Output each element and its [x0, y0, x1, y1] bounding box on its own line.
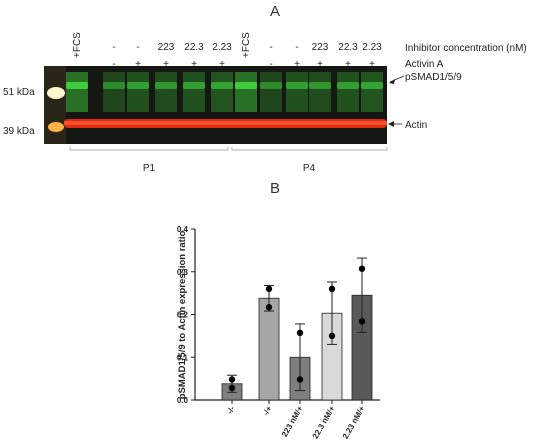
bar	[258, 297, 280, 401]
psmad-arrowhead	[389, 79, 395, 84]
lane-inhibitor-label: +FCS	[241, 32, 252, 58]
lane-activin-label: +	[163, 59, 169, 70]
x-tick-label: 22.3 nM/+	[311, 404, 337, 440]
data-point	[228, 384, 236, 392]
band-psmad-label: pSMAD1/5/9	[405, 72, 462, 83]
actin-arrowhead	[388, 121, 394, 127]
lane-activin-label: +	[294, 59, 300, 70]
p1-bracket	[69, 147, 229, 151]
green-lane-smear	[337, 72, 359, 112]
psmad-band	[103, 82, 125, 89]
lane-activin-label: -	[112, 59, 115, 70]
inhibitor-concentration-label: Inhibitor concentration (nM)	[405, 43, 527, 54]
y-tick-label: 0.4	[177, 225, 189, 234]
group-p4-label: P4	[303, 163, 316, 174]
lane-inhibitor-label: 22.3	[338, 42, 358, 53]
bar-chart: pSMAD1/5/9 to Actin expression ratio 0.0…	[177, 225, 380, 440]
green-lane-smear	[211, 72, 233, 112]
green-lane-smear	[260, 72, 282, 112]
psmad-band	[127, 82, 149, 89]
lane-labels: +FCS - - 223 22.3 2.23 +FCS - - 223 22.3 2.23 - + + + + -…	[72, 32, 382, 70]
group-p1-label: P1	[143, 163, 156, 174]
green-lane-smear	[66, 72, 88, 112]
lane-activin-label: +	[317, 59, 323, 70]
actin-band-highlight	[64, 121, 387, 125]
y-tick-label: 0.3	[177, 268, 189, 277]
western-blot-image	[44, 66, 387, 144]
psmad-band	[361, 82, 383, 89]
y-tick-label: 0.1	[177, 353, 189, 362]
band-actin-label: Actin	[405, 120, 427, 131]
data-point	[296, 376, 304, 383]
x-tick-label: -/+	[261, 404, 274, 417]
x-tick-label: -/-	[225, 404, 237, 415]
x-tick-label: 223 nM/+	[280, 404, 305, 438]
panel-b-letter: B	[270, 180, 280, 197]
data-point	[228, 376, 236, 383]
data-point	[328, 285, 336, 293]
lane-activin-label: +	[219, 59, 225, 70]
lane-inhibitor-label: 2.23	[362, 42, 382, 53]
lane-inhibitor-label: +FCS	[72, 32, 83, 58]
lane-activin-label: +	[191, 59, 197, 70]
data-point	[328, 332, 336, 340]
y-tick-label: 0.2	[177, 311, 189, 320]
y-tick-label: 0.0	[177, 396, 189, 405]
panel-a-letter: A	[270, 3, 280, 20]
green-lane-smear	[361, 72, 383, 112]
lane-inhibitor-label: 223	[158, 42, 175, 53]
green-lane-smear	[183, 72, 205, 112]
psmad-band	[260, 82, 282, 89]
kda-39-label: 39 kDa	[3, 126, 35, 137]
lane-activin-label: +	[345, 59, 351, 70]
p4-bracket	[231, 147, 388, 151]
lane-activin-label: +	[135, 59, 141, 70]
data-point	[265, 304, 273, 311]
lane-inhibitor-label: -	[295, 42, 298, 53]
data-point	[358, 265, 366, 272]
green-lane-smear	[127, 72, 149, 112]
activin-a-label: Activin A	[405, 59, 444, 70]
psmad-band	[337, 82, 359, 89]
green-lane-smear	[286, 72, 308, 112]
psmad-band	[211, 82, 233, 89]
lane-inhibitor-label: 223	[312, 42, 329, 53]
kda-51-label: 51 kDa	[3, 87, 35, 98]
psmad-band	[183, 82, 205, 89]
lane-activin-label: -	[269, 59, 272, 70]
data-point	[358, 318, 366, 325]
lane-inhibitor-label: 22.3	[184, 42, 204, 53]
y-axis-label: pSMAD1/5/9 to Actin expression ratio	[177, 231, 188, 400]
lane-inhibitor-label: -	[112, 42, 115, 53]
psmad-band	[66, 82, 88, 89]
lane-inhibitor-label: -	[269, 42, 272, 53]
x-tick-label: 2.23 nM/+	[341, 404, 367, 440]
psmad-band	[309, 82, 331, 89]
psmad-band	[235, 82, 257, 89]
lane-activin-label: +	[369, 59, 375, 70]
data-point	[296, 329, 304, 337]
green-lane-smear	[235, 72, 257, 112]
green-lane-smear	[155, 72, 177, 112]
lane-inhibitor-label: -	[136, 42, 139, 53]
lane-inhibitor-label: 2.23	[212, 42, 232, 53]
data-point	[265, 285, 273, 293]
psmad-band	[155, 82, 177, 89]
psmad-band	[286, 82, 308, 89]
green-lane-smear	[103, 72, 125, 112]
green-lane-smear	[309, 72, 331, 112]
